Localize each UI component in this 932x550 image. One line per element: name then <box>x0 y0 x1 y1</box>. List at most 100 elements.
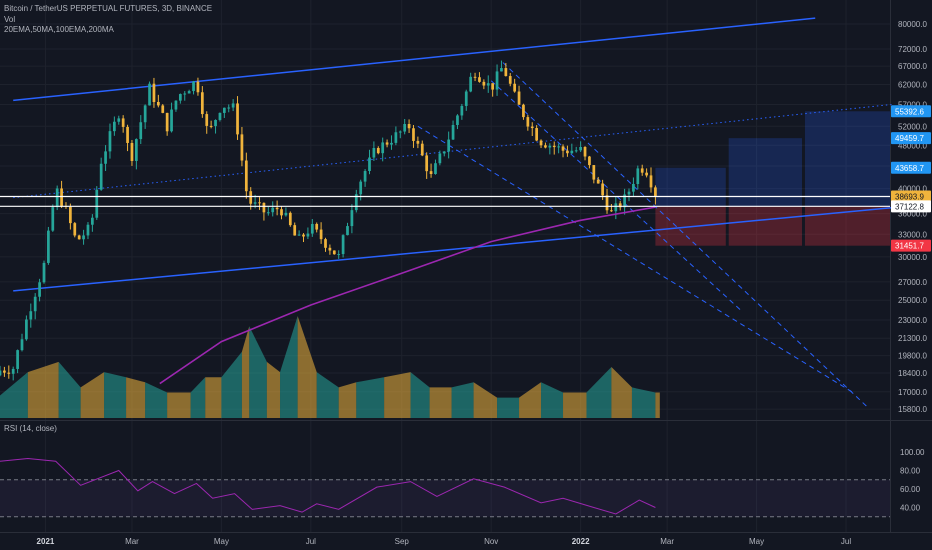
candle-body[interactable] <box>337 254 341 256</box>
candle-body[interactable] <box>350 210 354 227</box>
trend-line-down-trend-3[interactable] <box>490 80 741 311</box>
candle-body[interactable] <box>570 150 574 154</box>
candle-body[interactable] <box>324 239 327 248</box>
candle-body[interactable] <box>47 230 50 263</box>
candle-body[interactable] <box>178 94 182 101</box>
candle-body[interactable] <box>566 150 569 154</box>
candle-body[interactable] <box>218 112 222 120</box>
candle-body[interactable] <box>596 179 600 184</box>
candle-body[interactable] <box>627 191 631 195</box>
candle-body[interactable] <box>42 262 46 283</box>
candle-body[interactable] <box>438 153 442 164</box>
price-marker-blue[interactable] <box>891 105 931 118</box>
candle-body[interactable] <box>495 71 499 90</box>
candle-body[interactable] <box>319 229 323 240</box>
candle-body[interactable] <box>280 209 283 216</box>
candle-body[interactable] <box>645 172 648 176</box>
trend-line-down-trend-1[interactable] <box>502 62 867 407</box>
candle-body[interactable] <box>359 181 363 195</box>
candle-body[interactable] <box>231 103 235 108</box>
position-stop-zone[interactable] <box>728 206 803 246</box>
candle-body[interactable] <box>302 234 305 237</box>
candle-body[interactable] <box>240 134 244 161</box>
candle-body[interactable] <box>16 350 19 369</box>
candle-body[interactable] <box>165 112 169 132</box>
candle-body[interactable] <box>284 212 288 216</box>
candle-body[interactable] <box>33 296 37 312</box>
candle-body[interactable] <box>121 118 125 127</box>
candle-body[interactable] <box>416 140 420 144</box>
candle-body[interactable] <box>139 122 143 140</box>
candle-body[interactable] <box>73 223 77 236</box>
candle-body[interactable] <box>486 83 490 86</box>
candle-body[interactable] <box>288 212 292 226</box>
candle-body[interactable] <box>372 147 376 158</box>
candle-body[interactable] <box>504 68 508 77</box>
candle-body[interactable] <box>11 368 15 374</box>
candle-body[interactable] <box>434 163 437 175</box>
candle-body[interactable] <box>407 123 411 129</box>
candle-body[interactable] <box>244 160 248 192</box>
candle-body[interactable] <box>500 68 503 72</box>
candle-body[interactable] <box>51 207 55 231</box>
candle-body[interactable] <box>143 105 147 123</box>
candle-body[interactable] <box>574 150 578 152</box>
candle-body[interactable] <box>464 91 468 106</box>
trend-line-lower-channel[interactable] <box>13 206 892 292</box>
candle-body[interactable] <box>134 139 138 161</box>
candle-body[interactable] <box>60 188 63 206</box>
position-stop-zone[interactable] <box>804 206 890 246</box>
candle-body[interactable] <box>469 76 473 92</box>
candle-body[interactable] <box>25 319 28 340</box>
position-stop-zone[interactable] <box>655 206 726 246</box>
candle-body[interactable] <box>623 194 626 208</box>
candle-body[interactable] <box>544 145 547 148</box>
price-marker-current[interactable] <box>891 190 931 203</box>
candle-body[interactable] <box>412 128 415 141</box>
candle-body[interactable] <box>451 125 455 140</box>
price-marker-white[interactable] <box>891 200 931 213</box>
candle-body[interactable] <box>253 202 257 204</box>
candle-body[interactable] <box>227 107 231 109</box>
candle-body[interactable] <box>77 235 81 240</box>
candle-body[interactable] <box>205 114 209 126</box>
rsi-legend[interactable]: RSI (14, close) <box>4 424 57 433</box>
candle-body[interactable] <box>403 123 407 132</box>
candle-body[interactable] <box>297 234 301 236</box>
candle-body[interactable] <box>0 370 2 376</box>
candle-body[interactable] <box>7 372 11 374</box>
candle-body[interactable] <box>148 83 151 106</box>
candle-body[interactable] <box>174 100 178 110</box>
candle-body[interactable] <box>640 168 644 173</box>
candle-body[interactable] <box>236 103 239 135</box>
candle-body[interactable] <box>187 91 191 94</box>
trend-line-upper-channel[interactable] <box>13 17 816 102</box>
candle-body[interactable] <box>332 250 336 255</box>
candle-body[interactable] <box>249 191 253 204</box>
candle-body[interactable] <box>156 101 160 106</box>
candle-body[interactable] <box>420 143 424 156</box>
candle-body[interactable] <box>69 206 72 224</box>
candle-body[interactable] <box>266 212 270 214</box>
candle-body[interactable] <box>583 146 587 157</box>
position-target-zone[interactable] <box>655 167 726 207</box>
candle-body[interactable] <box>354 194 358 211</box>
candle-body[interactable] <box>214 119 217 127</box>
candle-body[interactable] <box>258 202 261 204</box>
candle-body[interactable] <box>557 146 560 148</box>
candle-body[interactable] <box>517 91 521 105</box>
candle-body[interactable] <box>170 109 173 132</box>
candle-body[interactable] <box>152 83 156 102</box>
candle-body[interactable] <box>117 118 121 122</box>
candle-body[interactable] <box>588 156 591 166</box>
candle-body[interactable] <box>86 224 90 236</box>
candle-body[interactable] <box>610 210 613 212</box>
price-marker-red[interactable] <box>891 239 931 252</box>
candle-body[interactable] <box>376 147 380 154</box>
candle-body[interactable] <box>271 207 275 213</box>
candle-body[interactable] <box>310 223 314 234</box>
candle-body[interactable] <box>104 151 107 164</box>
candle-body[interactable] <box>108 131 112 152</box>
candle-body[interactable] <box>601 183 604 196</box>
